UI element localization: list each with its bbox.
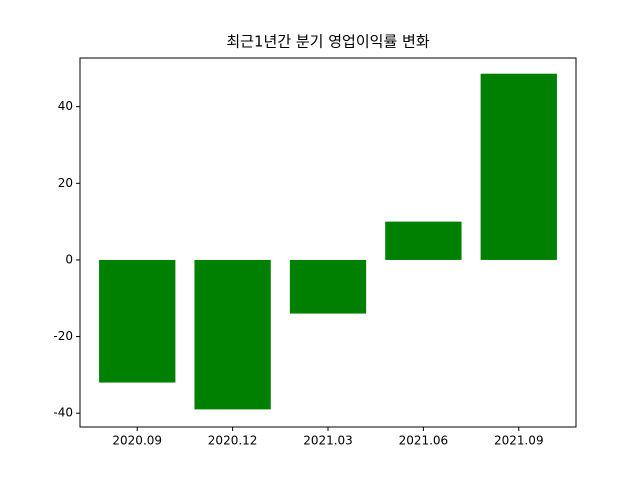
x-tick-label: 2021.09: [494, 434, 544, 448]
plot-frame: [79, 57, 577, 428]
bar: [289, 259, 367, 314]
y-tick-label: 20: [58, 176, 73, 190]
y-tick-label: 40: [58, 99, 73, 113]
y-tick-label: -20: [53, 329, 73, 343]
chart-title: 최근1년간 분기 영업이익률 변화: [226, 33, 429, 51]
bar: [194, 259, 271, 410]
x-tick-label: 2020.09: [112, 434, 162, 448]
x-tick-label: 2021.06: [399, 434, 449, 448]
y-tick-label: -40: [53, 406, 73, 420]
bar: [385, 221, 462, 260]
bar: [480, 73, 557, 260]
y-tick-label: 0: [65, 252, 73, 266]
x-tick-label: 2020.12: [208, 434, 258, 448]
x-tick-label: 2021.03: [303, 434, 353, 448]
bar: [99, 259, 176, 383]
